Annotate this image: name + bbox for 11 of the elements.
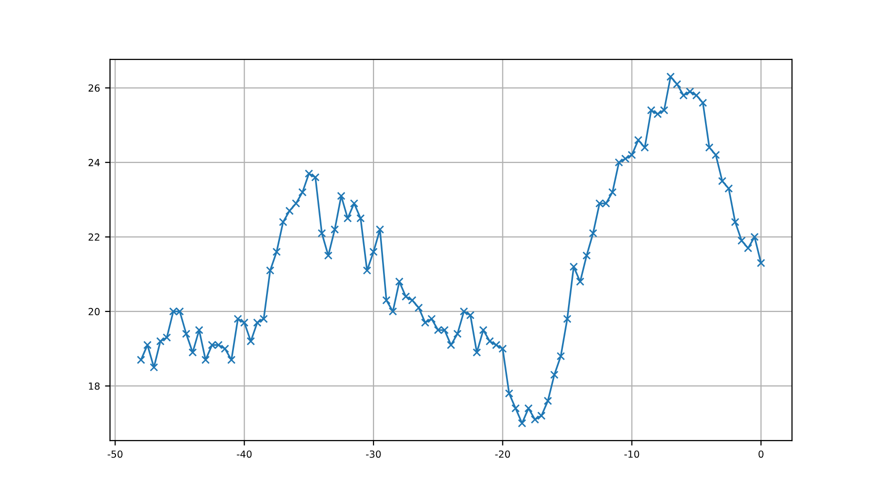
y-tick-label: 22 [88, 233, 100, 241]
x-tick-label: 0 [758, 450, 764, 458]
y-tick-label: 24 [88, 158, 100, 166]
x-tick-label: -20 [495, 450, 510, 458]
x-tick-label: -40 [236, 450, 252, 458]
y-tick-label: 20 [88, 308, 100, 316]
x-tick-label: -50 [108, 450, 122, 458]
y-tick-label: 26 [88, 84, 100, 92]
x-tick-label: -10 [624, 450, 640, 458]
x-tick-label: -30 [366, 450, 381, 458]
y-tick-label: 18 [88, 382, 100, 390]
